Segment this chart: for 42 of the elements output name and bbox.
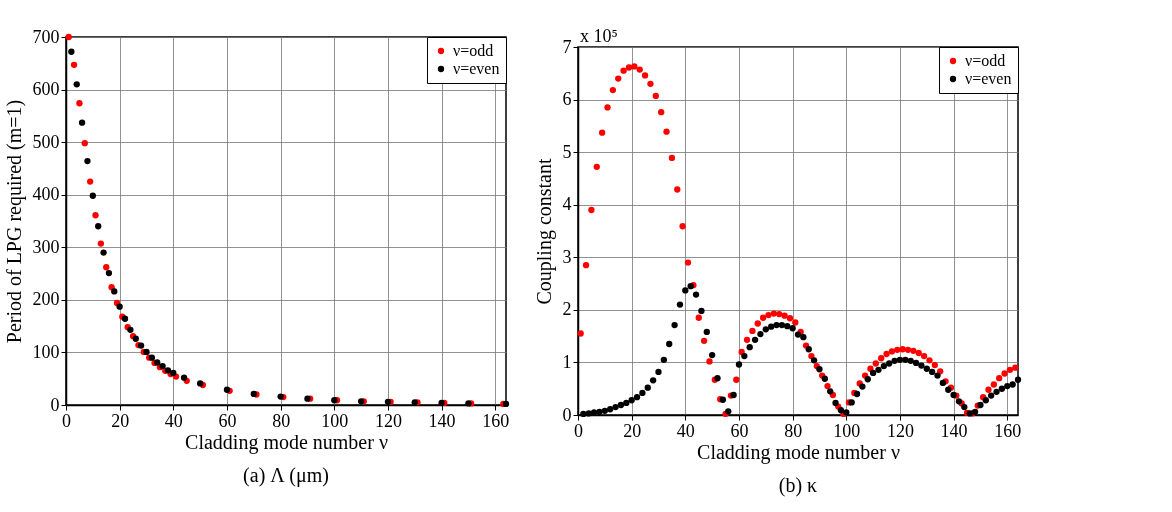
x-tick-label: 40 (164, 410, 183, 431)
x-tick-label: 160 (994, 420, 1022, 441)
y-tick-label: 1 (562, 351, 572, 372)
y-tick-label: 500 (32, 131, 60, 152)
x-tick-label: 140 (428, 410, 456, 431)
legend-label: ν=even (453, 60, 500, 77)
y-tick-label: 5 (562, 141, 572, 162)
x-tick-label: 20 (111, 410, 130, 431)
x-tick-label: 120 (886, 420, 914, 441)
x-tick-label: 160 (482, 410, 510, 431)
y-tick-label: 3 (562, 246, 572, 267)
x-tick-label: 100 (833, 420, 861, 441)
x-tick-label: 80 (784, 420, 803, 441)
y-tick-label: 4 (562, 194, 572, 215)
x-axis-title: Cladding mode number ν (697, 440, 900, 464)
x-tick-label: 40 (676, 420, 695, 441)
y-tick-label: 2 (562, 299, 572, 320)
x-tick-label: 120 (374, 410, 402, 431)
text: (b) κ (778, 474, 818, 497)
y-tick-label: 0 (50, 394, 60, 415)
y-tick-label: 600 (32, 79, 60, 100)
y-tick-label: 100 (32, 341, 60, 362)
y-tick-label: 6 (562, 89, 572, 110)
text: (a) Λ (μm) (243, 464, 329, 487)
x-tick-label: 100 (321, 410, 349, 431)
y-axis-title: Coupling constant (532, 158, 556, 305)
legend-label: ν=even (965, 70, 1012, 87)
y-tick-label: 7 (562, 36, 572, 57)
x-tick-label: 140 (940, 420, 968, 441)
text: x 10⁵ (580, 26, 618, 46)
y-tick-label: 200 (32, 289, 60, 310)
x-tick-label: 80 (272, 410, 291, 431)
x-tick-label: 60 (730, 420, 749, 441)
legend-label: ν=odd (965, 52, 1006, 69)
x-tick-label: 20 (623, 420, 642, 441)
legend-label: ν=odd (453, 42, 494, 59)
y-tick-label: 400 (32, 184, 60, 205)
y-tick-label: 300 (32, 236, 60, 257)
x-tick-label: 60 (218, 410, 237, 431)
y-tick-label: 700 (32, 26, 60, 47)
x-axis-title: Cladding mode number ν (185, 430, 388, 454)
y-axis-title: Period of LPG required (m=1) (2, 99, 26, 344)
